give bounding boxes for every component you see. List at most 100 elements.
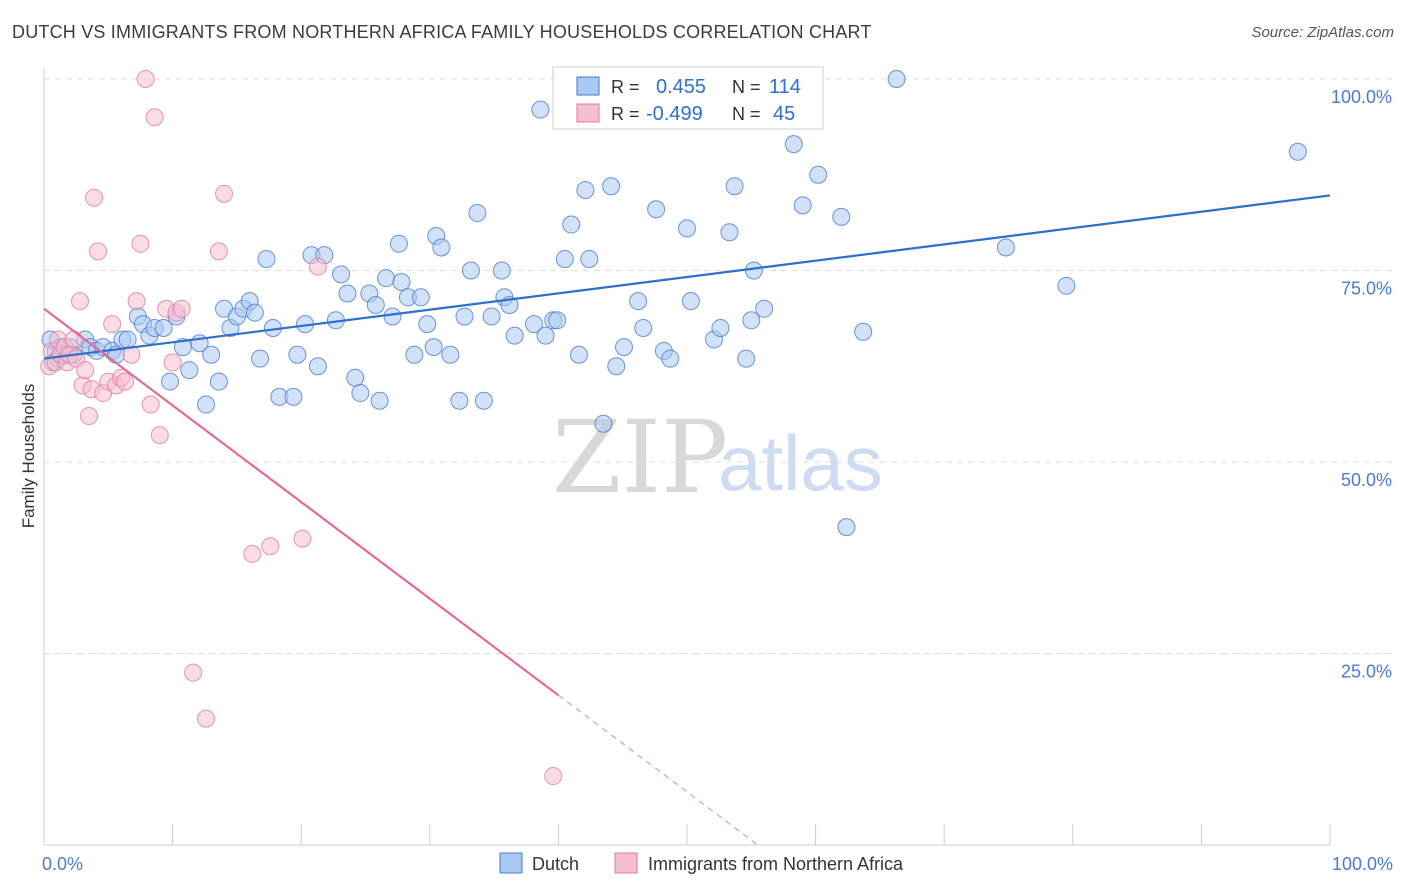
- x-tick-label-1: 100.0%: [1332, 854, 1393, 874]
- point-series0-16: [118, 330, 137, 349]
- axes: [43, 68, 1331, 846]
- point-series0-56: [389, 234, 408, 253]
- point-series0-85: [580, 250, 599, 269]
- point-series1-8: [64, 330, 83, 349]
- legend-label-dutch: Dutch: [532, 854, 579, 874]
- point-series0-95: [678, 219, 696, 238]
- point-series1-27: [141, 395, 160, 414]
- point-series0-64: [432, 238, 451, 257]
- point-series0-114: [1288, 142, 1307, 161]
- point-series0-113: [1057, 276, 1076, 295]
- stats-swatch-dutch: [576, 76, 600, 96]
- stats-r-label-dutch: R =: [611, 77, 640, 97]
- point-series0-66: [450, 391, 469, 410]
- point-series0-108: [832, 207, 851, 226]
- point-series1-42: [544, 767, 563, 786]
- point-series0-28: [202, 345, 221, 364]
- point-series1-41: [308, 257, 327, 276]
- point-series0-98: [711, 318, 730, 337]
- y-tick-label-3: 25.0%: [1341, 662, 1392, 682]
- legend-swatch-immigrants: [614, 852, 638, 874]
- point-series0-52: [366, 295, 385, 314]
- trend-line-series0: [43, 194, 1331, 360]
- point-series0-25: [180, 361, 199, 380]
- point-series0-109: [837, 518, 856, 537]
- grid-lines: [44, 78, 1392, 654]
- y-tick-label-2: 50.0%: [1341, 470, 1392, 490]
- point-series1-40: [293, 529, 312, 548]
- y-axis-title: Family Households: [19, 384, 38, 529]
- point-series1-33: [172, 299, 191, 318]
- point-series0-110: [854, 322, 873, 341]
- point-series1-37: [215, 184, 234, 203]
- point-series0-106: [793, 196, 812, 215]
- point-series0-40: [284, 387, 303, 406]
- point-series0-103: [744, 261, 763, 280]
- point-series0-70: [474, 391, 493, 410]
- x-tick-label-0: 0.0%: [42, 854, 83, 874]
- point-series0-24: [173, 338, 192, 357]
- point-series1-31: [163, 353, 182, 372]
- point-series0-41: [288, 345, 307, 364]
- stats-swatch-immigrants: [576, 103, 600, 123]
- point-series0-90: [629, 292, 648, 311]
- chart-title: DUTCH VS IMMIGRANTS FROM NORTHERN AFRICA…: [12, 22, 872, 42]
- point-series0-36: [251, 349, 270, 368]
- source-label: Source: ZipAtlas.com: [1251, 24, 1394, 41]
- stats-r-value-immigrants: -0.499: [646, 103, 703, 125]
- point-series1-10: [71, 292, 90, 311]
- point-series1-13: [80, 407, 99, 426]
- point-series0-102: [742, 311, 761, 330]
- y-tick-label-0: 100.0%: [1331, 87, 1392, 107]
- point-series0-76: [524, 315, 543, 334]
- point-series1-29: [150, 426, 169, 445]
- stats-n-label-immigrants: N =: [732, 104, 761, 124]
- point-series0-88: [607, 357, 626, 376]
- point-series0-37: [257, 250, 276, 269]
- point-series0-50: [351, 384, 370, 403]
- point-series0-54: [377, 269, 396, 288]
- point-series0-65: [441, 345, 460, 364]
- point-series1-12: [76, 361, 95, 380]
- point-series1-39: [261, 537, 280, 556]
- point-series0-60: [411, 288, 430, 307]
- point-series1-23: [122, 345, 141, 364]
- point-series0-53: [370, 391, 389, 410]
- point-series0-29: [209, 372, 228, 391]
- point-series0-78: [536, 326, 555, 345]
- point-series0-27: [197, 395, 216, 414]
- watermark-zip: ZIP: [552, 399, 728, 516]
- point-series0-49: [346, 368, 365, 387]
- point-series0-61: [418, 315, 437, 334]
- point-series0-112: [996, 238, 1015, 257]
- point-series0-71: [482, 307, 501, 326]
- scatter-points: [40, 70, 1307, 786]
- point-series0-94: [661, 349, 680, 368]
- point-series0-68: [461, 261, 480, 280]
- stats-r-label-immigrants: R =: [611, 104, 640, 124]
- point-series0-100: [725, 177, 744, 196]
- legend-swatch-dutch: [499, 852, 523, 874]
- point-series0-96: [681, 292, 700, 311]
- point-series0-48: [338, 284, 357, 303]
- point-series0-99: [720, 223, 739, 242]
- point-series0-81: [555, 250, 574, 269]
- legend: Dutch Immigrants from Northern Africa: [499, 852, 904, 874]
- point-series0-107: [809, 165, 828, 184]
- point-series0-77: [531, 100, 550, 119]
- watermark-atlas: atlas: [718, 419, 883, 507]
- point-series0-80: [548, 311, 567, 330]
- point-series1-16: [89, 242, 108, 261]
- point-series0-59: [405, 345, 424, 364]
- point-series1-28: [145, 108, 164, 127]
- point-series0-83: [569, 345, 588, 364]
- stats-n-value-dutch: 114: [769, 76, 801, 98]
- y-tick-label-1: 75.0%: [1341, 279, 1392, 299]
- legend-label-immigrants: Immigrants from Northern Africa: [648, 854, 904, 874]
- point-series0-44: [308, 357, 327, 376]
- stats-box: R = 0.455 N = 114 R = -0.499 N = 45: [552, 66, 824, 130]
- point-series1-35: [197, 709, 216, 728]
- point-series0-75: [505, 326, 524, 345]
- point-series1-19: [103, 315, 122, 334]
